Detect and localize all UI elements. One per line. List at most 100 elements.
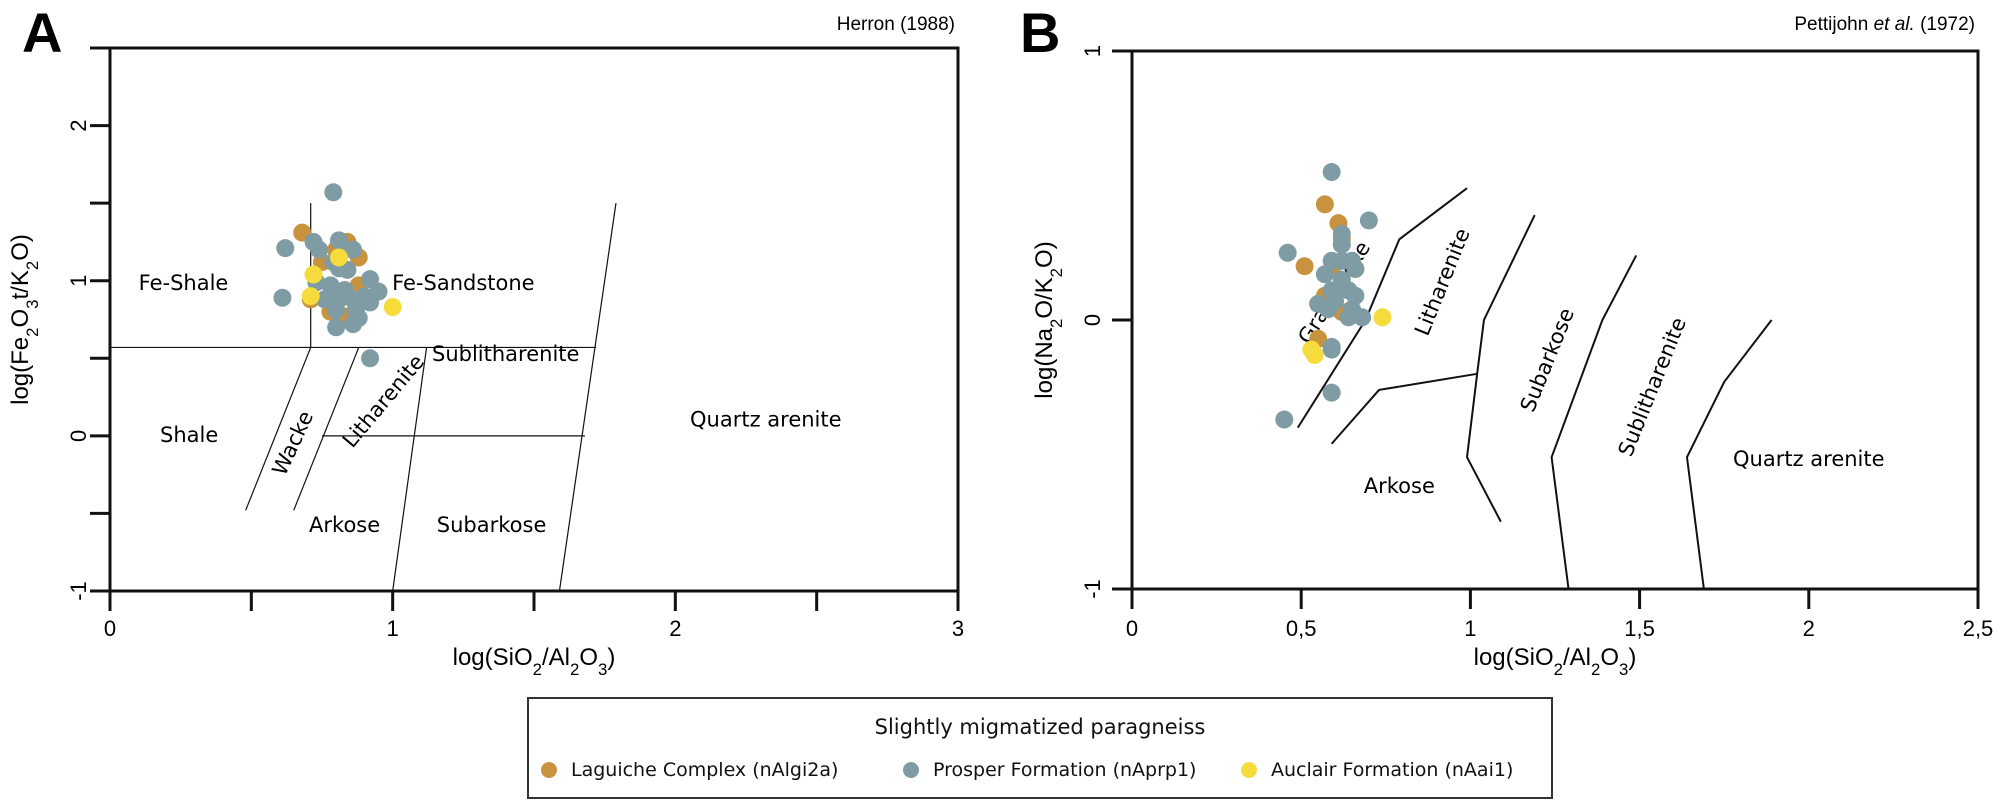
data-point (315, 290, 334, 309)
region-label-arkose: Arkose (1364, 474, 1435, 498)
region-label-fe-sandstone: Fe-Sandstone (392, 271, 535, 295)
data-point (1359, 211, 1378, 230)
panel-letter: A (22, 1, 62, 64)
classification-boundary (1465, 214, 1536, 523)
y-tick-label: 2 (66, 119, 91, 131)
data-point (1295, 257, 1314, 276)
legend-items: Laguiche Complex (nAlgi2a) Prosper Forma… (541, 759, 1539, 785)
region-label-litharenite: Litharenite (1410, 225, 1475, 339)
classification-boundary (1550, 254, 1638, 590)
chart-panel-a: A Herron (1988) 0 1 2 3 -1 0 1 2 log(SiO2/Al2O3) lo… (7, 1, 964, 679)
legend-title: Slightly migmatized paragneiss (874, 715, 1206, 739)
data-point (1315, 265, 1334, 284)
classification-boundary (1685, 319, 1773, 590)
legend-item-auclair: Auclair Formation (nAai1) (1241, 759, 1513, 781)
classification-boundary (293, 347, 360, 511)
y-axis-label: log(Fe2O3t/K2O) (7, 234, 42, 405)
data-point (1346, 286, 1365, 305)
plot-frame (108, 46, 960, 593)
reference-label: Herron (1988) (837, 14, 955, 35)
legend-label-auclair: Auclair Formation (nAai1) (1271, 759, 1514, 781)
data-point (310, 240, 329, 259)
data-point (1322, 163, 1341, 182)
region-label-sublitharenite: Sublitharenite (432, 342, 579, 366)
classification-boundary (392, 347, 428, 592)
region-label-subarkose: Subarkose (1516, 305, 1579, 416)
data-point (324, 183, 343, 202)
legend-item-laguiche: Laguiche Complex (nAlgi2a) (541, 759, 838, 781)
data-point (273, 288, 292, 307)
data-point (304, 265, 323, 284)
y-axis-label: log(Na2O/K2O) (1031, 241, 1066, 398)
data-point (1319, 300, 1338, 319)
region-label-fe-shale: Fe-Shale (139, 271, 229, 295)
region-label-quartz-arenite: Quartz arenite (1733, 447, 1885, 471)
y-tick-label: -1 (66, 581, 91, 601)
data-point (276, 239, 295, 258)
data-point (1332, 235, 1351, 254)
data-point (329, 231, 348, 250)
series-auclair (301, 248, 402, 317)
x-tick-label: 1,5 (1624, 616, 1655, 641)
x-tick-label: 1 (1464, 616, 1476, 641)
classification-boundary (1330, 372, 1478, 445)
data-point (344, 315, 363, 334)
data-point (1278, 243, 1297, 262)
data-point (1339, 308, 1358, 327)
region-label-sublitharenite: Sublitharenite (1613, 314, 1690, 460)
region-label-shale: Shale (160, 423, 218, 447)
legend-item-prosper: Prosper Formation (nAprp1) (903, 759, 1196, 781)
data-point (344, 240, 363, 259)
y-tick-label: 1 (1080, 45, 1105, 57)
x-tick-label: 0 (104, 616, 116, 641)
x-tick-label: 0 (1126, 616, 1138, 641)
data-point (361, 293, 380, 312)
legend-marker-auclair (1241, 762, 1257, 778)
data-point (1322, 383, 1341, 402)
data-point (361, 349, 380, 368)
chart-panel-b: B Pettijohn et al. (1972) 0 0,5 1 1,5 2 2,5 -1 0 1… (1020, 1, 1993, 679)
data-point (327, 318, 346, 337)
y-tick-label: 0 (1080, 314, 1105, 326)
data-point (1373, 308, 1392, 327)
x-tick-label: 1 (387, 616, 399, 641)
legend: Slightly migmatized paragneiss Laguiche … (527, 697, 1553, 799)
data-point (321, 276, 340, 295)
x-tick-label: 2,5 (1963, 616, 1994, 641)
data-point (1353, 308, 1372, 327)
y-tick-label: -1 (1080, 579, 1105, 599)
data-point (327, 301, 346, 320)
classification-boundary (245, 347, 312, 511)
region-label-subarkose: Subarkose (437, 513, 547, 537)
classification-boundary (1296, 187, 1468, 429)
data-point (301, 287, 320, 306)
legend-marker-prosper (903, 762, 919, 778)
region-label-quartz-arenite: Quartz arenite (690, 407, 842, 431)
series-auclair (1302, 308, 1392, 364)
legend-label-prosper: Prosper Formation (nAprp1) (933, 759, 1197, 781)
legend-label-laguiche: Laguiche Complex (nAlgi2a) (571, 759, 839, 781)
data-point (1305, 345, 1324, 364)
x-axis-label: log(SiO2/Al2O3) (453, 644, 616, 679)
region-label-arkose: Arkose (309, 513, 380, 537)
y-tick-label: 1 (66, 275, 91, 287)
data-point (1315, 195, 1334, 214)
series-prosper (1275, 163, 1378, 429)
x-tick-label: 2 (1803, 616, 1815, 641)
data-point (1346, 259, 1365, 278)
data-point (1275, 410, 1294, 429)
x-tick-label: 3 (952, 616, 964, 641)
data-point (383, 298, 402, 317)
data-point (329, 248, 348, 267)
data-point (361, 270, 380, 289)
x-tick-label: 0,5 (1286, 616, 1317, 641)
data-point (1322, 340, 1341, 359)
legend-marker-laguiche (541, 762, 557, 778)
series-prosper (273, 183, 388, 368)
reference-label: Pettijohn et al. (1972) (1794, 14, 1975, 35)
x-tick-label: 2 (669, 616, 681, 641)
classification-boundary (558, 203, 617, 592)
y-tick-label: 0 (66, 430, 91, 442)
x-axis-label: log(SiO2/Al2O3) (1474, 644, 1637, 679)
